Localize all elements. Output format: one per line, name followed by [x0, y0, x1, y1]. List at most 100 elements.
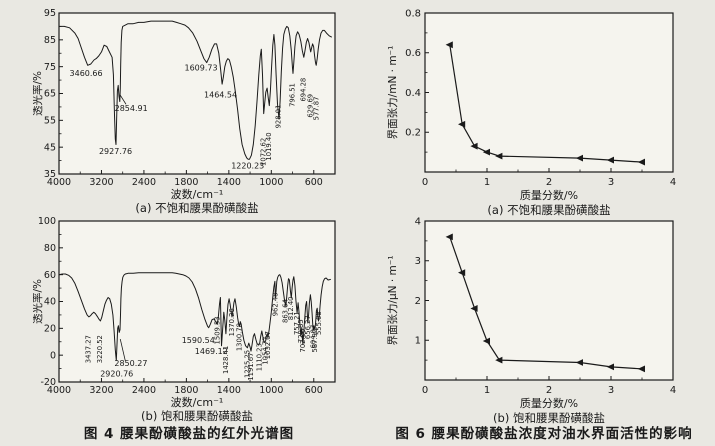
x-tick-label: 3 [608, 385, 614, 396]
peak-label: 1370.26 [228, 308, 236, 336]
data-point-marker [495, 356, 503, 364]
figure-4-caption: 图 4 腰果酚磺酸盐的红外光谱图 [83, 426, 295, 442]
peak-label: 812.40 [287, 296, 295, 320]
plot-frame [424, 220, 674, 381]
y-axis-label: 界面张力/mN · m⁻¹ [386, 46, 399, 140]
x-axis-label: 波数/cm⁻¹ [171, 188, 224, 201]
x-tick-label: 3200 [89, 385, 113, 396]
x-tick-label: 3 [608, 177, 614, 188]
ir-spectrum-a-chart: 4000 3200 2400 1800 1400 1000 600 35 45 55 65 75 85 9… [33, 4, 355, 216]
peak-label: 1110.23 [256, 343, 264, 371]
x-tick-label: 4 [670, 177, 676, 188]
spectrum-curve [59, 20, 333, 160]
peak-label: 577.87 [313, 97, 321, 121]
y-axis-label: 透光率/% [33, 279, 44, 324]
peak-leader-line [119, 94, 127, 105]
chart-subtitle: (a) 不饱和腰果酚磺酸盐 [487, 203, 610, 216]
data-point-marker [445, 41, 453, 49]
y-tick-label: 75 [44, 62, 56, 73]
y-tick-label: 55 [44, 116, 56, 127]
peak-label: 2927.76 [99, 147, 132, 156]
x-tick-label: 1800 [174, 385, 198, 396]
peak-label: 1590.54 [182, 336, 215, 345]
y-tick-label: 95 [44, 8, 56, 19]
x-tick-label: 1800 [174, 177, 198, 188]
data-point-marker [458, 120, 466, 128]
data-point-marker [470, 142, 478, 150]
y-tick-label: 35 [44, 169, 56, 180]
x-tick-label: 2400 [132, 177, 156, 188]
peak-label: 694.28 [300, 78, 308, 102]
data-point-marker [482, 337, 490, 345]
x-tick-label: 1000 [259, 385, 283, 396]
spectrum-curve [58, 272, 331, 361]
peak-label: 1300.78 [235, 323, 243, 351]
peak-label: 2920.76 [100, 370, 133, 379]
x-axis-label: 质量分数/% [520, 189, 578, 202]
interfacial-tension-a-chart: 0 1 2 3 4 0.2 0.4 0.6 0.8 质量分数/% 界面张力/mN · m⁻¹ (a) … [383, 4, 695, 216]
y-tick-label: 4 [415, 216, 421, 227]
x-tick-label: 2 [546, 177, 552, 188]
peak-label: 1054.77 [262, 336, 270, 364]
chart-subtitle: (b) 饱和腰果酚磺酸盐 [141, 409, 253, 423]
peak-label: 962.48 [271, 292, 279, 316]
x-tick-label: 600 [305, 177, 323, 188]
peak-label: 604.07 [309, 325, 317, 349]
peak-label: 1019.40 [265, 132, 273, 160]
peak-label: 928.01 [275, 105, 283, 129]
peak-label: 2850.27 [114, 359, 147, 368]
x-tick-label: 2 [546, 385, 552, 396]
interfacial-tension-b-chart: 0 1 2 3 4 1 2 3 4 质量分数/% 界面张力/μN · m⁻¹ (b) 饱和腰果酚磺酸盐 [383, 212, 695, 424]
peak-label: 1220.23 [231, 162, 264, 171]
figure-6-caption: 图 6 腰果酚磺酸盐浓度对油水界面活性的影响 [395, 426, 693, 442]
peak-label: 702.00 [299, 329, 307, 353]
x-tick-label: 4 [670, 385, 676, 396]
data-point-marker [637, 365, 645, 373]
y-tick-label: 0.2 [405, 128, 421, 139]
y-tick-label: 20 [44, 324, 56, 335]
peak-label: 796.51 [289, 83, 297, 107]
peak-label: 629.69 [307, 94, 315, 118]
peak-label: 3460.66 [70, 69, 103, 78]
x-tick-label: 1400 [217, 385, 241, 396]
y-tick-label: 100 [38, 216, 56, 227]
x-axis-label: 波数/cm⁻¹ [171, 396, 224, 409]
data-point-marker [575, 359, 583, 366]
y-axis-label: 界面张力/μN · m⁻¹ [386, 255, 399, 345]
x-tick-label: 2400 [132, 385, 156, 396]
x-tick-label: 1400 [217, 177, 241, 188]
data-point-marker [495, 152, 503, 160]
peak-label: 1072.62 [259, 138, 267, 166]
y-tick-label: 0.8 [405, 8, 421, 19]
x-tick-label: 0 [422, 385, 428, 396]
x-tick-label: 4000 [47, 385, 71, 396]
chart-subtitle: (a) 不饱和腰果酚磺酸盐 [135, 201, 258, 215]
data-point-marker [458, 269, 466, 277]
peak-label: 1225.25 [243, 350, 251, 378]
peak-label: 757.21 [293, 311, 301, 335]
x-tick-label: 600 [305, 385, 323, 396]
peak-label: 1191.67 [247, 353, 255, 381]
peak-label: 587.90 [311, 329, 319, 353]
y-tick-label: 60 [44, 270, 56, 281]
ir-spectrum-b-chart: 4000 3200 2400 1800 1400 1000 600 -20 0 20 40 60 80 1… [33, 212, 355, 424]
interfacial-tension-a-svg: 0 1 2 3 4 0.2 0.4 0.6 0.8 质量分数/% 界面张力/mN · m⁻¹ (a) … [386, 8, 676, 216]
peak-label: 3220.52 [96, 335, 104, 363]
y-tick-label: 0 [50, 350, 56, 361]
peak-label: 2854.91 [115, 104, 148, 113]
peak-label: 1609.73 [184, 64, 217, 73]
data-point-marker [575, 154, 583, 162]
x-axis-label: 质量分数/% [520, 397, 578, 410]
y-tick-label: 0.6 [405, 48, 421, 59]
ir-spectrum-a-svg: 4000 3200 2400 1800 1400 1000 600 35 45 55 65 75 85 9… [33, 8, 336, 215]
peak-label: 1032.07 [264, 331, 272, 359]
x-tick-label: 1 [484, 385, 490, 396]
y-tick-label: 65 [44, 89, 56, 100]
x-tick-label: 1000 [259, 177, 283, 188]
x-tick-label: 3200 [89, 177, 113, 188]
y-tick-label: 85 [44, 35, 56, 46]
y-tick-label: -20 [40, 377, 56, 388]
data-point-marker [470, 305, 478, 312]
x-tick-label: 4000 [47, 177, 71, 188]
